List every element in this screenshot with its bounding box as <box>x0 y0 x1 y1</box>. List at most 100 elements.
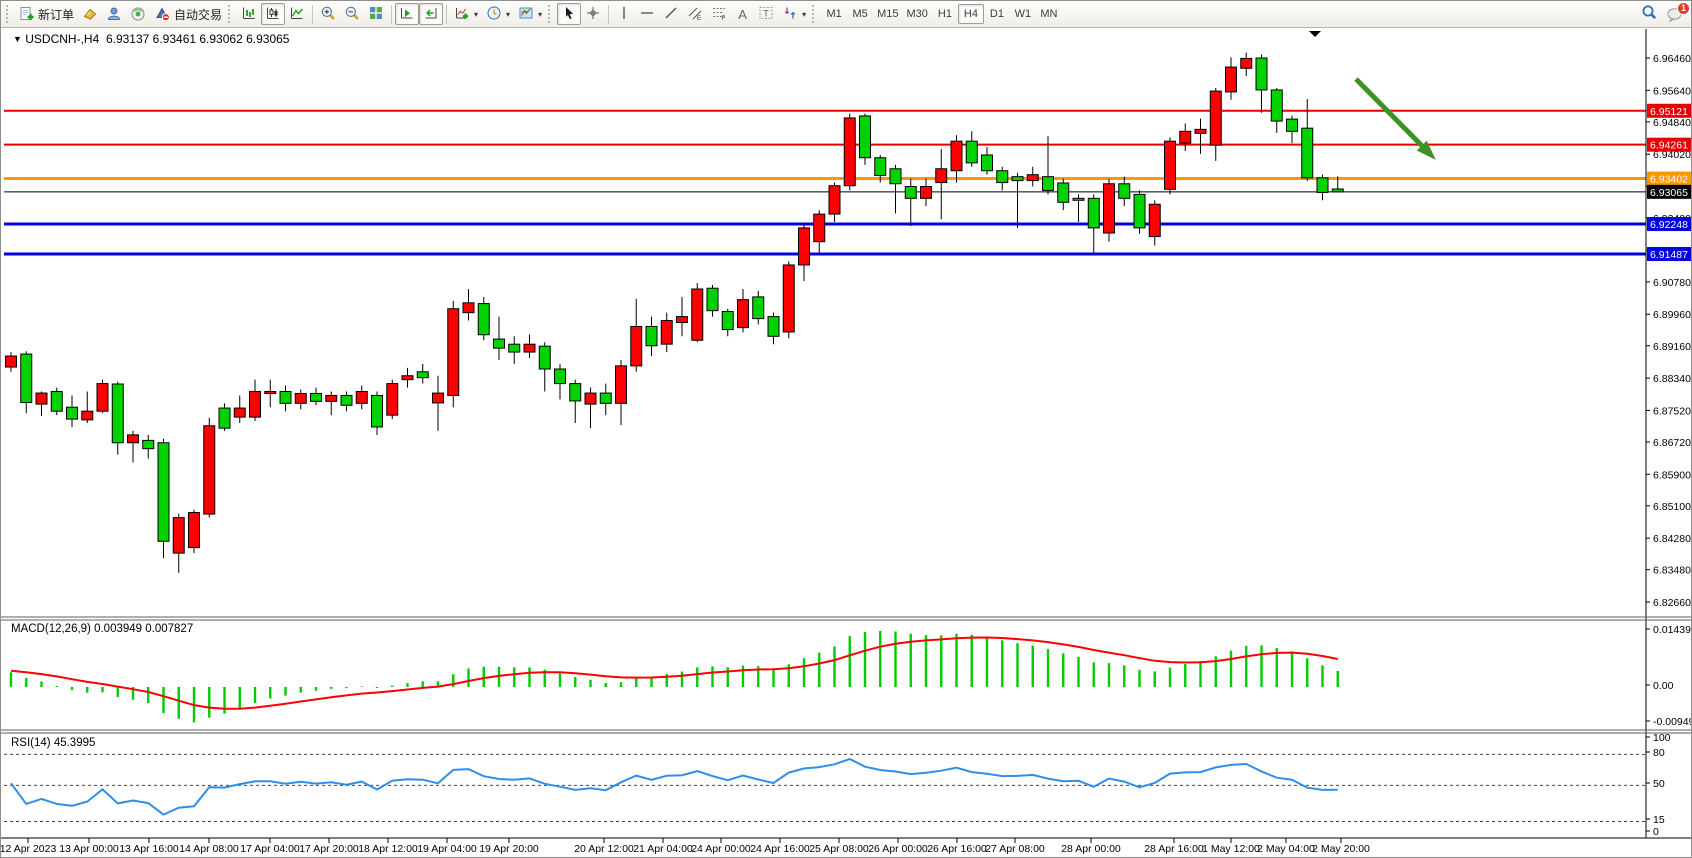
text-label-icon: T <box>758 5 774 24</box>
arrows-icon <box>782 5 798 24</box>
horizontal-line-tool-button[interactable] <box>635 3 659 25</box>
timeframe-m5[interactable]: M5 <box>852 8 868 20</box>
arrows-tool-button[interactable]: ▾ <box>778 3 810 25</box>
timeframe-h4[interactable]: H4 <box>957 4 984 24</box>
svg-text:6.89960: 6.89960 <box>1653 309 1691 321</box>
toolbar-separator <box>312 4 314 24</box>
svg-text:T: T <box>763 8 769 18</box>
timeframe-h1[interactable]: H1 <box>937 8 952 20</box>
crosshair-tool-button[interactable] <box>581 3 605 25</box>
templates-dropdown-caret[interactable]: ▾ <box>538 9 543 19</box>
svg-text:19 Apr 20:00: 19 Apr 20:00 <box>479 843 539 855</box>
fibonacci-tool-button[interactable]: F <box>707 3 731 25</box>
periods-button[interactable]: ▾ <box>482 3 514 25</box>
svg-text:25 Apr 08:00: 25 Apr 08:00 <box>809 843 869 855</box>
zoom-out-icon <box>344 5 360 24</box>
macd-axis-label: 0.014399 <box>1653 624 1692 636</box>
svg-text:24 Apr 16:00: 24 Apr 16:00 <box>750 843 810 855</box>
indicators-icon <box>454 5 470 24</box>
vertical-line-icon <box>618 5 630 24</box>
notification-badge: 1 <box>1677 1 1690 15</box>
market-watch-icon <box>106 6 122 22</box>
toolbar-grip[interactable] <box>548 5 553 23</box>
macd-axis-label: 0.00 <box>1653 680 1674 692</box>
svg-text:28 Apr 16:00: 28 Apr 16:00 <box>1144 843 1204 855</box>
svg-text:6.93402: 6.93402 <box>1650 174 1688 186</box>
indicators-dropdown-caret[interactable]: ▾ <box>474 9 479 19</box>
line-chart-button[interactable] <box>285 3 309 25</box>
timeframe-m15[interactable]: M15 <box>877 8 899 20</box>
svg-text:17 Apr 04:00: 17 Apr 04:00 <box>240 843 300 855</box>
signals-button[interactable] <box>126 3 150 25</box>
toolbar-grip[interactable] <box>812 5 817 23</box>
price-axis-ticks: 6.964606.956406.948406.940206.932006.924… <box>1646 53 1691 609</box>
text-tool-button[interactable]: A <box>731 3 754 25</box>
svg-text:6.90780: 6.90780 <box>1653 277 1691 289</box>
rsi-axis-label: 100 <box>1653 732 1671 744</box>
periods-dropdown-caret[interactable]: ▾ <box>506 9 511 19</box>
toolbar-grip[interactable] <box>6 5 11 23</box>
svg-text:20 Apr 12:00: 20 Apr 12:00 <box>574 843 634 855</box>
timeframe-mn[interactable]: MN <box>1040 8 1058 20</box>
zoom-out-button[interactable] <box>340 3 364 25</box>
svg-text:6.89160: 6.89160 <box>1653 341 1691 353</box>
svg-text:13 Apr 16:00: 13 Apr 16:00 <box>119 843 179 855</box>
rsi-axis-label: 50 <box>1653 778 1665 790</box>
auto-scroll-button[interactable] <box>395 3 420 25</box>
toolbar-grip[interactable] <box>228 5 233 23</box>
search-button[interactable] <box>1637 3 1662 25</box>
periods-clock-icon <box>486 5 502 24</box>
templates-button[interactable]: ▾ <box>514 3 546 25</box>
text-label-tool-button[interactable]: T <box>754 3 778 25</box>
rsi-axis-label: 80 <box>1653 747 1665 759</box>
svg-text:6.94261: 6.94261 <box>1650 140 1688 152</box>
autotrading-button[interactable]: 自动交易 <box>150 3 226 25</box>
down-triangle-marker[interactable] <box>1309 31 1321 37</box>
svg-text:6.82660: 6.82660 <box>1653 597 1691 609</box>
svg-text:6.86720: 6.86720 <box>1653 437 1691 449</box>
vertical-line-tool-button[interactable] <box>612 3 635 25</box>
indicators-button[interactable]: ▾ <box>450 3 482 25</box>
svg-text:13 Apr 00:00: 13 Apr 00:00 <box>59 843 119 855</box>
templates-icon <box>518 5 534 24</box>
trendline-tool-button[interactable] <box>659 3 683 25</box>
cursor-tool-button[interactable] <box>557 3 582 25</box>
fibonacci-icon: F <box>711 5 727 24</box>
market-watch-button[interactable] <box>102 3 126 25</box>
macd-axis-label: -0.009491 <box>1653 716 1692 728</box>
text-tool-icon: A <box>738 6 747 22</box>
svg-text:18 Apr 12:00: 18 Apr 12:00 <box>358 843 418 855</box>
price-level-badges[interactable]: 6.95121 6.94261 6.93402 6.92248 6.91487 6.930… <box>1647 103 1692 261</box>
profiles-button[interactable] <box>78 3 102 25</box>
svg-text:19 Apr 04:00: 19 Apr 04:00 <box>417 843 477 855</box>
notifications-button[interactable]: 1 <box>1662 1 1690 25</box>
toolbar-separator <box>608 4 610 24</box>
svg-text:6.93065: 6.93065 <box>1650 187 1688 199</box>
svg-text:E: E <box>697 16 701 21</box>
svg-text:F: F <box>722 16 726 21</box>
tile-windows-button[interactable] <box>364 3 388 25</box>
trend-arrow-annotation[interactable] <box>1354 77 1436 160</box>
chart-ohlc-values: 6.93137 6.93461 6.93062 6.93065 <box>105 32 290 46</box>
arrows-dropdown-caret[interactable]: ▾ <box>802 9 807 19</box>
zoom-in-button[interactable] <box>316 3 340 25</box>
svg-text:6.94020: 6.94020 <box>1653 149 1691 161</box>
svg-text:6.95640: 6.95640 <box>1653 85 1691 97</box>
timeframe-w1[interactable]: W1 <box>1014 8 1032 20</box>
svg-text:21 Apr 04:00: 21 Apr 04:00 <box>633 843 693 855</box>
toolbar-separator <box>446 4 448 24</box>
chart-menu-icon[interactable]: ▼ <box>13 34 22 44</box>
chart-shift-button[interactable] <box>419 3 444 25</box>
new-order-button[interactable]: 新订单 <box>15 3 78 25</box>
svg-text:2 May 04:00: 2 May 04:00 <box>1257 843 1315 855</box>
timeframe-m30[interactable]: M30 <box>906 8 928 20</box>
rsi-indicator-label: RSI(14) 45.3995 <box>11 737 96 749</box>
candlestick-chart-button[interactable] <box>261 3 286 25</box>
bar-chart-button[interactable] <box>237 3 261 25</box>
timeframe-d1[interactable]: D1 <box>989 8 1004 20</box>
timeframe-m1[interactable]: M1 <box>826 8 842 20</box>
zoom-in-icon <box>320 5 336 24</box>
equidistant-channel-tool-button[interactable]: E <box>683 3 707 25</box>
